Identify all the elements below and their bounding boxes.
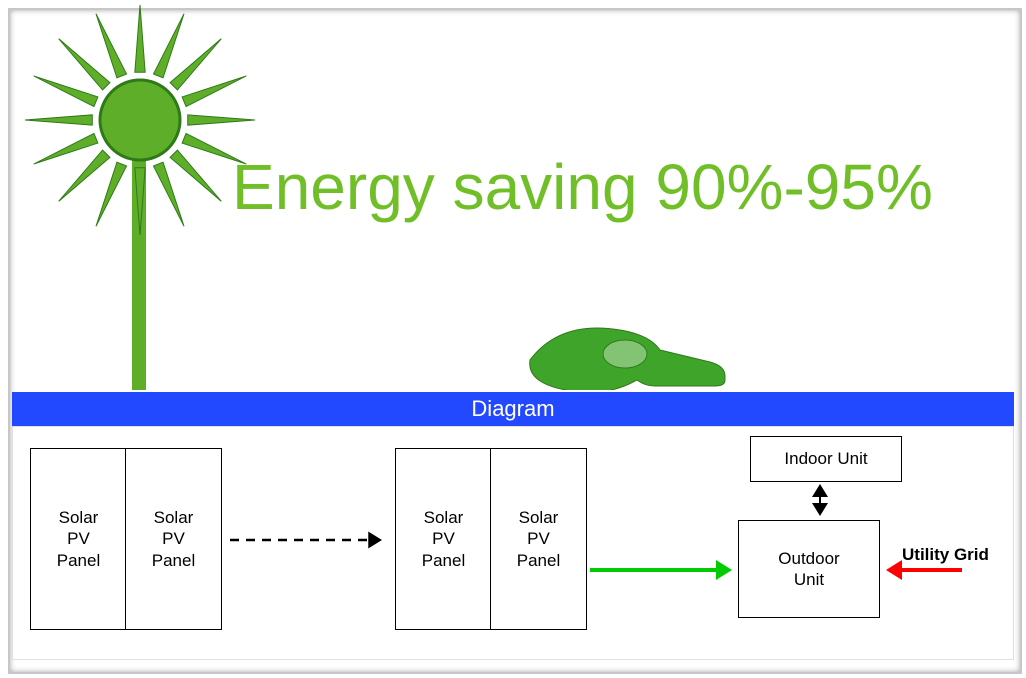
utility-grid-label: Utility Grid <box>902 545 989 565</box>
diagram-arrows <box>0 0 1026 678</box>
